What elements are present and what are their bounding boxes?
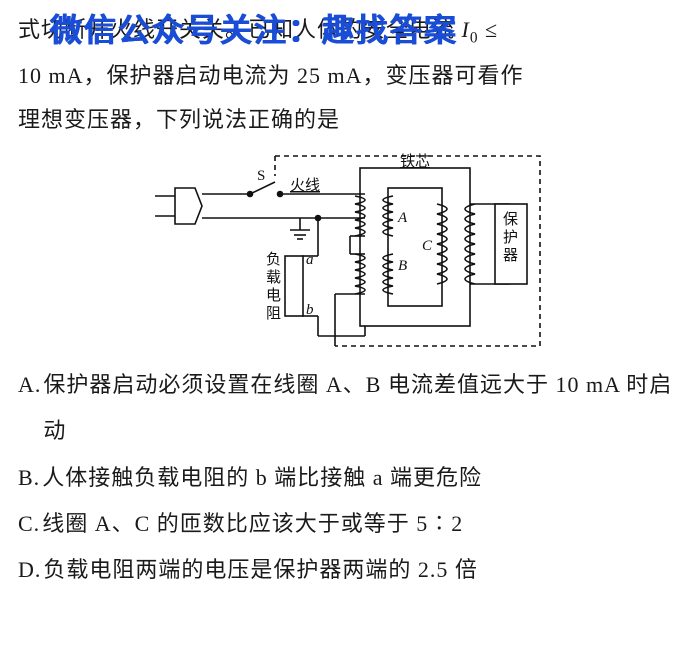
core-inner — [388, 188, 442, 306]
label-a: a — [306, 252, 314, 268]
q-line1-suffix: ≤ — [479, 17, 499, 42]
option-d: D. 负载电阻两端的电压是保护器两端的 2.5 倍 — [18, 547, 682, 593]
core-outer — [360, 168, 470, 326]
label-fz1: 负 — [266, 251, 281, 268]
option-a-text: 保护器启动必须设置在线圈 A、B 电流差值远大于 10 mA 时启动 — [43, 362, 682, 454]
option-d-text: 负载电阻两端的电压是保护器两端的 2.5 倍 — [43, 547, 682, 593]
load-box — [285, 256, 303, 316]
circuit-diagram: S 火线 铁芯 A B C a b 保 护 器 负 载 电 阻 — [150, 146, 550, 356]
q-line3: 理想变压器，下列说法正确的是 — [18, 107, 340, 132]
option-c: C. 线圈 A、C 的匝数比应该大于或等于 5∶2 — [18, 501, 682, 547]
label-fz2: 载 — [266, 269, 281, 286]
label-fz4: 阻 — [266, 305, 281, 322]
plug-body — [175, 188, 202, 224]
label-bhq2: 护 — [503, 229, 518, 246]
label-tiexin: 铁芯 — [400, 153, 430, 170]
node-load — [316, 216, 321, 221]
label-switch: S — [257, 168, 265, 184]
option-b-text: 人体接触负载电阻的 b 端比接触 a 端更危险 — [42, 455, 682, 501]
circuit-diagram-wrap: S 火线 铁芯 A B C a b 保 护 器 负 载 电 阻 — [18, 146, 682, 356]
q-line1-var: I — [462, 17, 470, 42]
label-b: b — [306, 302, 314, 318]
option-b: B. 人体接触负载电阻的 b 端比接触 a 端更危险 — [18, 455, 682, 501]
label-bhq1: 保 — [503, 211, 518, 228]
q-line2: 10 mA，保护器启动电流为 25 mA，变压器可看作 — [18, 63, 524, 88]
options-list: A. 保护器启动必须设置在线圈 A、B 电流差值远大于 10 mA 时启动 B.… — [18, 362, 682, 593]
label-bhq3: 器 — [503, 248, 518, 264]
q-line1-sub: 0 — [470, 29, 479, 46]
watermark-overlay: 微信公众号关注：趣找答案 — [50, 5, 458, 51]
label-C: C — [422, 238, 433, 254]
option-c-text: 线圈 A、C 的匝数比应该大于或等于 5∶2 — [42, 501, 682, 547]
label-B: B — [398, 258, 407, 274]
option-b-label: B. — [18, 455, 42, 501]
label-A: A — [397, 210, 408, 226]
label-fz3: 电 — [266, 287, 281, 304]
option-a-label: A. — [18, 362, 43, 454]
label-huoxian: 火线 — [290, 177, 320, 194]
option-d-label: D. — [18, 547, 43, 593]
option-c-label: C. — [18, 501, 42, 547]
option-a: A. 保护器启动必须设置在线圈 A、B 电流差值远大于 10 mA 时启动 — [18, 362, 682, 454]
plug-pins — [155, 196, 175, 216]
